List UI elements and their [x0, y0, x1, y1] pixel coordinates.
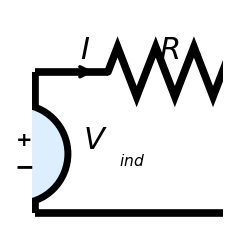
FancyBboxPatch shape	[12, 95, 25, 106]
Text: $V$: $V$	[83, 125, 108, 156]
Text: $R$: $R$	[159, 35, 179, 66]
Text: $_{ind}$: $_{ind}$	[119, 147, 145, 169]
Circle shape	[0, 104, 68, 204]
Text: $I$: $I$	[80, 35, 90, 66]
Text: +: +	[16, 131, 32, 150]
Text: −: −	[14, 155, 34, 179]
FancyBboxPatch shape	[12, 202, 25, 213]
